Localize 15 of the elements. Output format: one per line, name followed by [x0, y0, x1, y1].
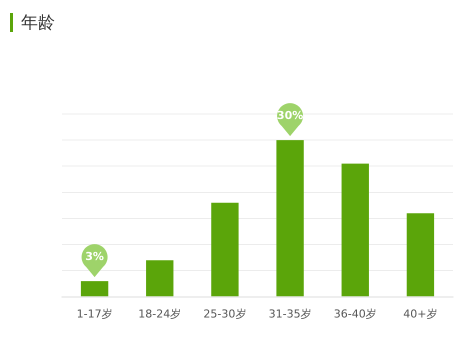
x-tick-label: 18-24岁	[138, 307, 182, 320]
x-tick-label: 36-40岁	[334, 307, 377, 320]
bar	[276, 140, 304, 296]
x-tick-label: 25-30岁	[203, 307, 246, 320]
bar	[146, 260, 174, 296]
data-label: 30%	[276, 108, 304, 122]
bar	[342, 164, 369, 296]
bar	[406, 213, 434, 296]
bar	[80, 281, 108, 296]
x-tick-label: 40+岁	[403, 307, 438, 320]
data-label: 3%	[85, 250, 104, 263]
x-tick-label: 31-35岁	[268, 307, 312, 320]
chart-title: 年龄	[21, 12, 55, 34]
x-tick-label: 1-17岁	[76, 307, 113, 320]
bar	[211, 202, 239, 296]
